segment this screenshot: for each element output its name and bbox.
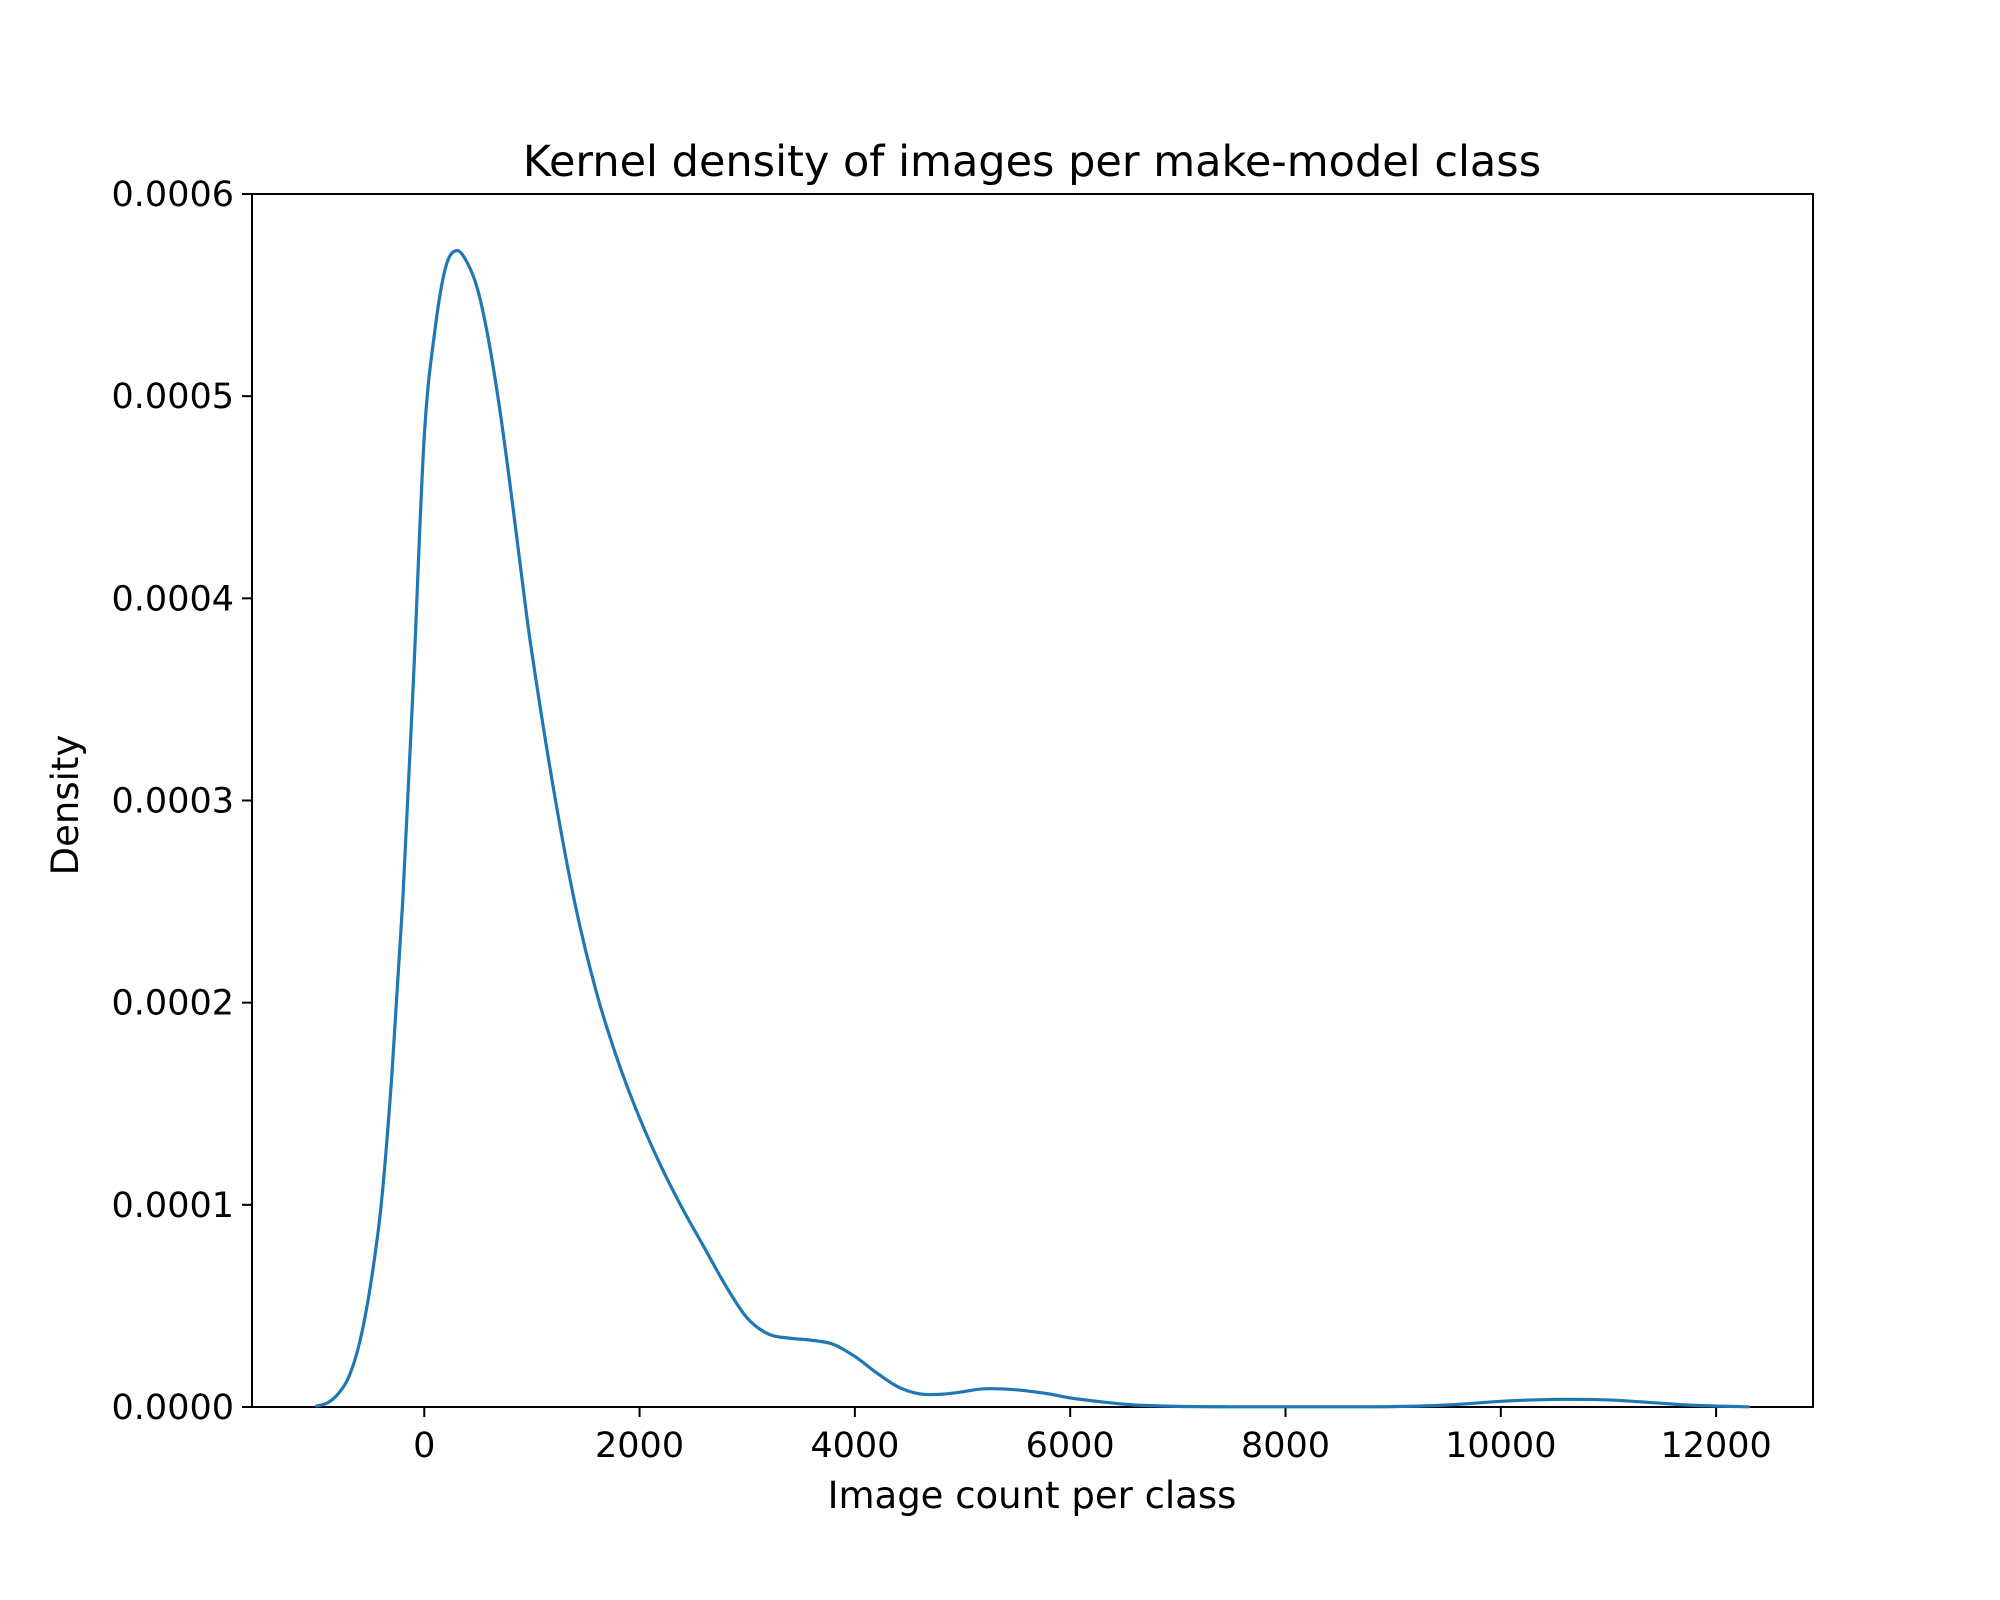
chart-title: Kernel density of images per make-model … bbox=[523, 137, 1541, 187]
y-tick-label: 0.0004 bbox=[112, 579, 234, 619]
y-axis-ticks: 0.0000 0.0001 0.0002 0.0003 0.0004 0.0005 0.00… bbox=[112, 175, 252, 1428]
x-tick-label: 4000 bbox=[810, 1426, 899, 1466]
y-tick-label: 0.0003 bbox=[112, 782, 234, 822]
y-tick-label: 0.0001 bbox=[112, 1186, 234, 1226]
x-axis-label: Image count per class bbox=[828, 1474, 1237, 1517]
y-tick-label: 0.0005 bbox=[112, 377, 234, 417]
y-tick-label: 0.0006 bbox=[112, 175, 234, 215]
y-tick-label: 0.0000 bbox=[112, 1388, 234, 1428]
x-tick-label: 6000 bbox=[1026, 1426, 1115, 1466]
y-axis-label: Density bbox=[44, 735, 87, 876]
y-tick-label: 0.0002 bbox=[112, 984, 234, 1024]
x-tick-label: 0 bbox=[413, 1426, 435, 1466]
x-axis-ticks: 0 2000 4000 6000 8000 10000 12000 bbox=[413, 1407, 1772, 1466]
x-tick-label: 10000 bbox=[1445, 1426, 1556, 1466]
x-tick-label: 12000 bbox=[1660, 1426, 1771, 1466]
x-tick-label: 2000 bbox=[595, 1426, 684, 1466]
x-tick-label: 8000 bbox=[1241, 1426, 1330, 1466]
density-curve bbox=[314, 249, 1751, 1409]
